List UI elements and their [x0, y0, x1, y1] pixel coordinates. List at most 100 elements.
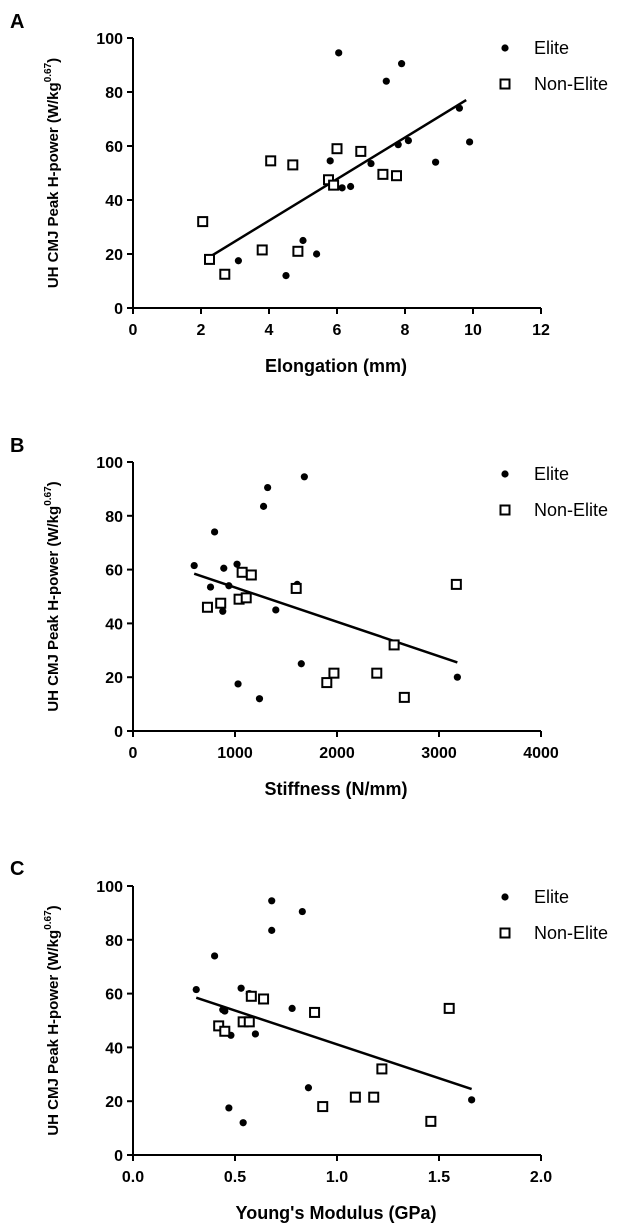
non-elite-point: [240, 592, 252, 604]
elite-point: [298, 907, 306, 916]
elite-point: [268, 897, 276, 905]
y-axis-title-end: ): [45, 905, 62, 910]
x-tick-label: 1000: [217, 745, 253, 762]
elite-point: [432, 158, 440, 166]
elite-point: [300, 473, 308, 481]
x-tick-label: 12: [532, 322, 550, 339]
elite-point: [326, 157, 334, 165]
legend: Elite Non-Elite: [499, 38, 608, 94]
legend-non-elite-label: Non-Elite: [534, 500, 608, 520]
y-tick-label: 20: [105, 247, 123, 264]
elite-point: [192, 985, 200, 994]
legend-non-elite-marker: [499, 927, 511, 939]
y-axis-title-superscript: 0.67: [43, 910, 54, 930]
elite-point: [335, 49, 343, 57]
non-elite-point: [388, 639, 400, 651]
y-tick-label: 80: [105, 85, 123, 102]
y-tick-label: 40: [105, 193, 123, 210]
non-elite-point: [243, 1016, 255, 1028]
elite-point: [221, 1007, 229, 1015]
x-tick-label: 8: [401, 322, 410, 339]
elite-point: [220, 564, 228, 572]
elite-point: [237, 984, 245, 992]
elite-point: [299, 236, 307, 245]
non-elite-point: [204, 253, 215, 265]
y-tick-label: 20: [105, 670, 123, 687]
non-elite-point: [258, 993, 270, 1005]
elite-point: [225, 582, 233, 590]
legend-elite-marker: [501, 893, 509, 901]
panel-letter: C: [10, 858, 24, 880]
y-axis-title-end: ): [45, 481, 62, 486]
non-elite-point: [355, 145, 367, 157]
non-elite-point: [290, 582, 302, 594]
elite-point: [239, 1119, 247, 1127]
non-elite-point: [245, 569, 257, 581]
non-elite-point: [197, 216, 209, 228]
chart-panel-c: C 0 20 40 60 80 100 0.0 0.5 1.0 1.5 2.0 Young's Modu…: [10, 858, 608, 1223]
elite-point: [455, 104, 463, 112]
non-elite-point: [321, 677, 333, 689]
non-elite-point: [371, 667, 383, 679]
elite-point: [468, 1096, 476, 1104]
panel-letter: B: [10, 435, 24, 457]
elite-point: [234, 257, 242, 265]
non-elite-point: [215, 597, 227, 609]
non-elite-point: [219, 268, 231, 280]
non-elite-point: [265, 155, 277, 167]
x-tick-label: 4000: [523, 745, 559, 762]
x-axis-title: Young's Modulus (GPa): [236, 1203, 437, 1223]
y-axis-title-superscript: 0.67: [43, 486, 54, 506]
y-axis-title-main: UH CMJ Peak H-power (W/kg: [45, 930, 62, 1136]
non-elite-point: [398, 691, 410, 703]
x-axis-title: Elongation (mm): [265, 356, 407, 376]
non-elite-point: [317, 1101, 329, 1113]
y-axis-title-main: UH CMJ Peak H-power (W/kg: [45, 82, 62, 288]
elite-point: [304, 1084, 313, 1092]
non-elite-point: [287, 159, 299, 171]
x-tick-label: 0: [129, 322, 138, 339]
elite-point: [259, 502, 268, 510]
elite-point: [398, 60, 406, 68]
x-axis-title: Stiffness (N/mm): [264, 779, 407, 799]
y-axis-title-main: UH CMJ Peak H-power (W/kg: [45, 506, 62, 712]
elite-point: [347, 182, 355, 191]
legend: Elite Non-Elite: [499, 887, 608, 943]
y-tick-label: 80: [105, 933, 123, 950]
y-tick-label: 40: [105, 1040, 123, 1057]
elite-point: [264, 483, 272, 492]
y-tick-label: 60: [105, 563, 123, 580]
y-tick-label: 100: [96, 879, 123, 896]
y-tick-label: 40: [105, 616, 123, 633]
y-tick-label: 0: [114, 724, 123, 741]
legend: Elite Non-Elite: [499, 464, 608, 520]
legend-elite-marker: [501, 470, 509, 478]
elite-point: [394, 141, 402, 149]
x-tick-label: 10: [464, 322, 482, 339]
x-tick-label: 0.5: [224, 1169, 246, 1186]
y-tick-label: 0: [114, 1148, 123, 1165]
non-elite-point: [328, 179, 340, 191]
non-elite-point: [245, 990, 257, 1002]
x-tick-label: 2.0: [530, 1169, 552, 1186]
legend-non-elite-label: Non-Elite: [534, 923, 608, 943]
elite-point: [466, 138, 474, 146]
elite-point: [453, 673, 461, 681]
y-tick-label: 0: [114, 301, 123, 318]
y-tick-label: 60: [105, 987, 123, 1004]
regression-line: [193, 572, 458, 664]
regression-line: [195, 996, 473, 1091]
x-tick-label: 2000: [319, 745, 355, 762]
legend-elite-label: Elite: [534, 887, 569, 907]
elite-point: [272, 606, 280, 614]
elite-point: [255, 695, 264, 703]
legend-non-elite-marker: [499, 504, 511, 516]
x-tick-label: 1.0: [326, 1169, 348, 1186]
x-tick-label: 3000: [421, 745, 457, 762]
legend-elite-marker: [501, 44, 509, 52]
legend-elite-label: Elite: [534, 38, 569, 58]
y-tick-label: 100: [96, 455, 123, 472]
x-tick-label: 2: [197, 322, 206, 339]
